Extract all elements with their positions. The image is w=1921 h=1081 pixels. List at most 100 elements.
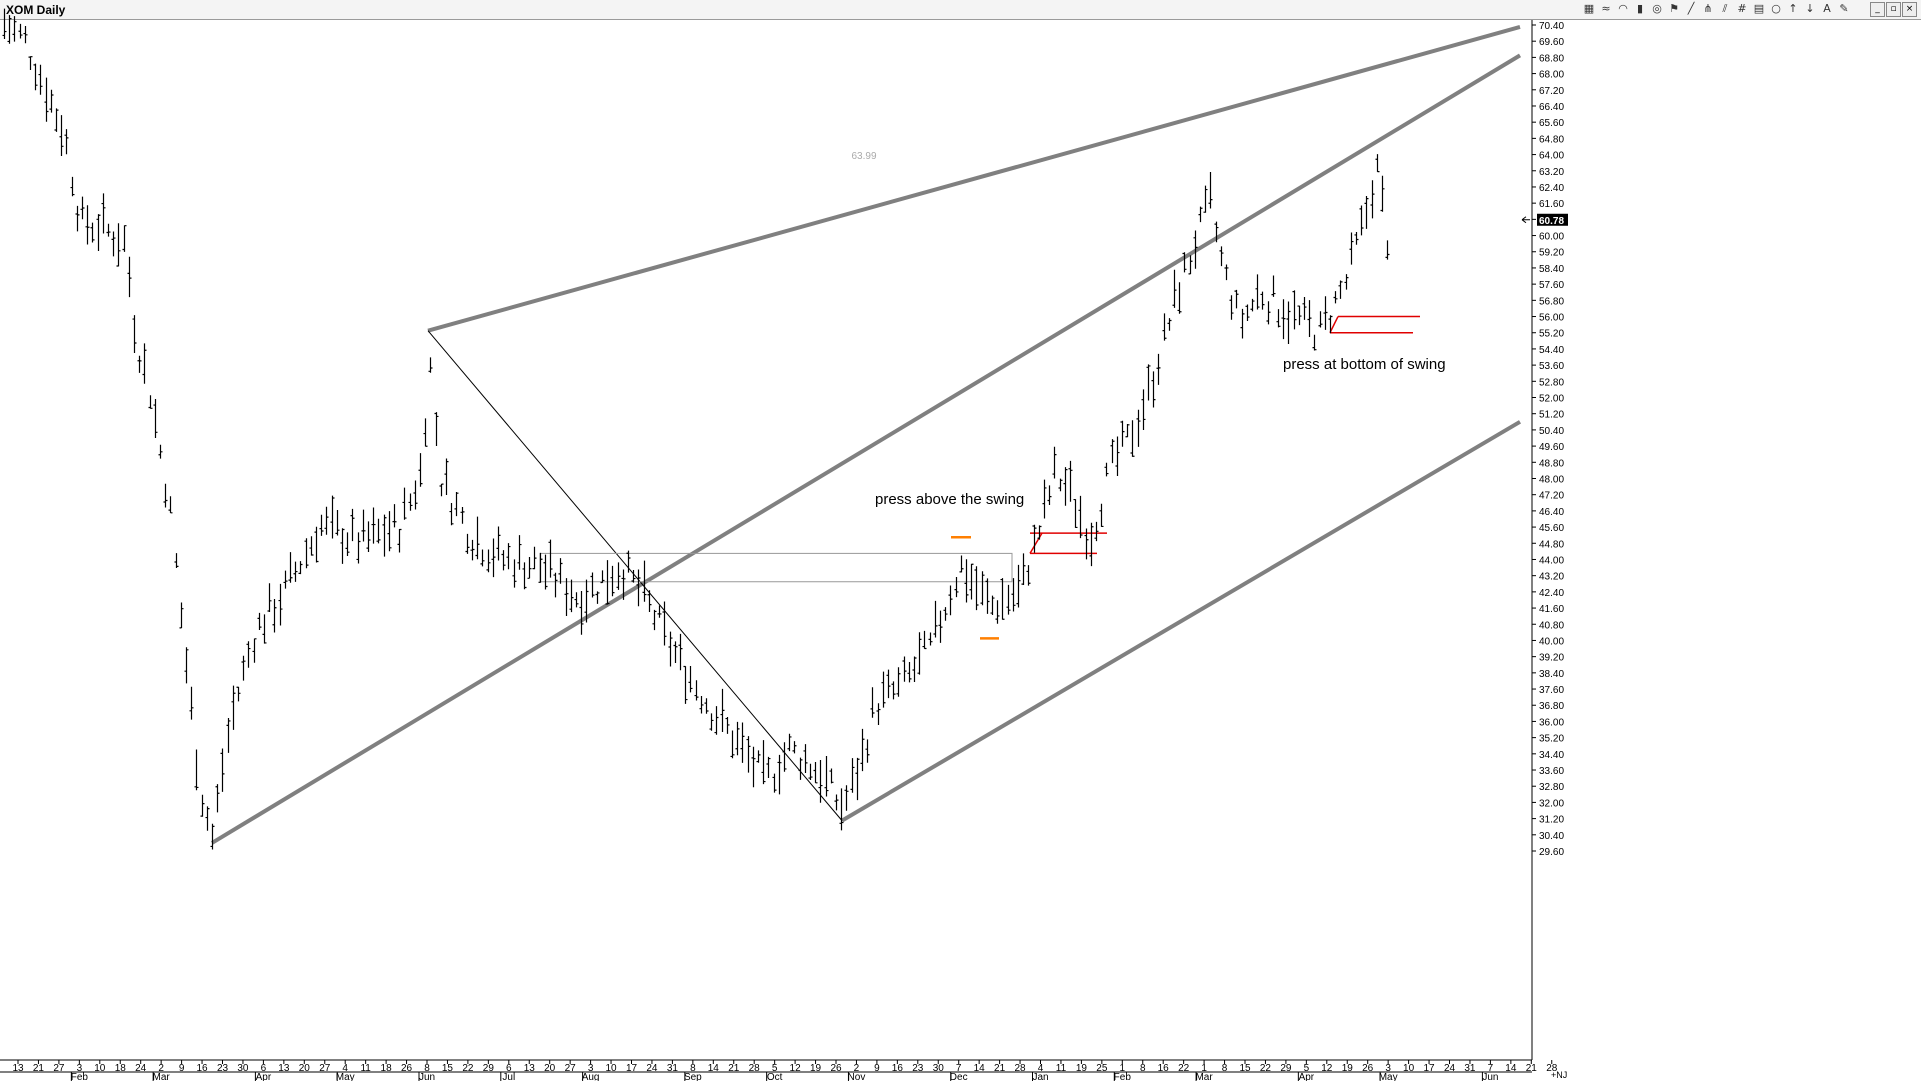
- minimize-button[interactable]: _: [1870, 2, 1885, 17]
- ohlc-bar: [621, 569, 626, 600]
- x-day-label: 26: [401, 1063, 413, 1074]
- x-month-label: Mar: [153, 1072, 171, 1081]
- ohlc-bar: [512, 559, 517, 588]
- ohlc-bar: [1375, 154, 1380, 173]
- ohlc-bar: [1250, 298, 1255, 312]
- ohlc-bar: [517, 535, 522, 570]
- candle-icon[interactable]: ▮: [1636, 2, 1644, 15]
- line-tool-icon[interactable]: ╱: [1687, 2, 1695, 15]
- ohlc-bar: [397, 528, 402, 553]
- x-day-label: 19: [1076, 1063, 1088, 1074]
- y-tick-label: 32.00: [1539, 798, 1564, 809]
- x-day-label: 23: [217, 1063, 229, 1074]
- rainbow-icon[interactable]: ◠: [1618, 2, 1628, 15]
- pitchfork-icon[interactable]: ⋔: [1703, 2, 1713, 15]
- drawing-toolbar: ▦ ≈ ◠ ▮ ◎ ⚑ ╱ ⋔ ⫽ # ▤ ○ ↑ ↓ A ✎: [1582, 2, 1851, 17]
- ohlc-bar: [444, 458, 449, 495]
- ohlc-bar: [818, 760, 823, 803]
- x-day-label: 21: [33, 1063, 45, 1074]
- y-tick-label: 62.40: [1539, 183, 1564, 194]
- ohlc-bar: [200, 794, 205, 817]
- fib-circle-icon[interactable]: ◎: [1652, 2, 1662, 15]
- arrow-down-icon[interactable]: ↓: [1805, 2, 1815, 15]
- x-day-label: 9: [179, 1063, 185, 1074]
- pencil-icon[interactable]: ✎: [1839, 2, 1849, 15]
- swing-diagonal-line[interactable]: [427, 330, 843, 821]
- ohlc-bar: [824, 755, 829, 797]
- ohlc-bar: [1333, 291, 1338, 304]
- ohlc-bar: [1125, 423, 1130, 438]
- x-day-label: 10: [1403, 1063, 1415, 1074]
- y-tick-label: 59.20: [1539, 248, 1564, 259]
- x-month-label: Jan: [1032, 1072, 1048, 1081]
- close-button[interactable]: ×: [1902, 2, 1917, 17]
- parallel-lines-icon[interactable]: ⫽: [1722, 2, 1728, 15]
- chart-title: XOM Daily: [6, 3, 66, 17]
- table-icon[interactable]: ▤: [1753, 2, 1765, 15]
- x-day-label: 16: [892, 1063, 904, 1074]
- ohlc-bar: [340, 528, 345, 564]
- ohlc-bar: [298, 561, 303, 575]
- x-day-label: 19: [810, 1063, 822, 1074]
- wave-icon[interactable]: ≈: [1601, 2, 1611, 15]
- ohlc-bar: [652, 609, 657, 631]
- ohlc-bar: [496, 526, 501, 561]
- ohlc-bar: [798, 757, 803, 780]
- ohlc-bar: [423, 418, 428, 447]
- ohlc-bar: [163, 483, 168, 508]
- ohlc-bar: [569, 579, 574, 613]
- ohlc-bar: [974, 566, 979, 611]
- ohlc-bar: [928, 632, 933, 646]
- ohlc-bar: [1104, 462, 1109, 477]
- x-day-label: 28: [749, 1063, 761, 1074]
- ohlc-bar: [1032, 524, 1037, 553]
- ohlc-bar: [1318, 311, 1323, 328]
- ohlc-bar: [428, 357, 433, 373]
- x-day-label: 27: [319, 1063, 331, 1074]
- ohlc-bar: [1380, 175, 1385, 212]
- circle-icon[interactable]: ○: [1771, 2, 1781, 15]
- ohlc-bar: [829, 768, 834, 784]
- ohlc-bar: [1089, 522, 1094, 567]
- arrow-up-icon[interactable]: ↑: [1788, 2, 1798, 15]
- ohlc-bar: [246, 641, 251, 668]
- grid-icon[interactable]: #: [1737, 2, 1747, 15]
- ohlc-bar: [85, 205, 90, 245]
- channel-lower-line[interactable]: [840, 420, 1522, 823]
- ohlc-bar: [387, 511, 392, 552]
- x-day-label: 24: [1444, 1063, 1456, 1074]
- ohlc-bar: [948, 585, 953, 616]
- cubes-icon[interactable]: ▦: [1583, 2, 1595, 15]
- ohlc-bar: [382, 514, 387, 557]
- x-day-label: 18: [381, 1063, 393, 1074]
- text-icon[interactable]: A: [1823, 2, 1831, 15]
- y-tick-label: 30.40: [1539, 831, 1564, 842]
- x-day-label: 7: [1488, 1063, 1494, 1074]
- ohlc-bar: [64, 129, 69, 155]
- ohlc-bar: [1115, 436, 1120, 476]
- flag-icon[interactable]: ⚑: [1669, 2, 1679, 15]
- ohlc-bar: [1037, 525, 1042, 540]
- channel-upper-line[interactable]: [427, 25, 1521, 333]
- ohlc-bar: [1084, 528, 1089, 560]
- ohlc-bar: [761, 740, 766, 785]
- ohlc-bar: [376, 518, 381, 544]
- corner-label: +NJ: [1551, 1070, 1567, 1080]
- ohlc-bar: [1266, 301, 1271, 325]
- x-day-label: 27: [53, 1063, 65, 1074]
- ohlc-bar: [1047, 485, 1052, 505]
- annotation-press-bottom[interactable]: press at bottom of swing: [1283, 356, 1446, 373]
- ohlc-bar: [548, 539, 553, 578]
- x-day-label: 22: [1260, 1063, 1272, 1074]
- ohlc-bar: [1271, 275, 1276, 297]
- annotation-press-above[interactable]: press above the swing: [875, 491, 1024, 508]
- ohlc-bar: [1260, 291, 1265, 310]
- channel-middle-line[interactable]: [210, 53, 1522, 845]
- ohlc-bar: [1198, 206, 1203, 223]
- restore-button[interactable]: ▫: [1886, 2, 1901, 17]
- ohlc-bar: [226, 717, 231, 753]
- x-month-label: Mar: [1195, 1072, 1213, 1081]
- y-tick-label: 40.80: [1539, 620, 1564, 631]
- ohlc-bar: [179, 602, 184, 629]
